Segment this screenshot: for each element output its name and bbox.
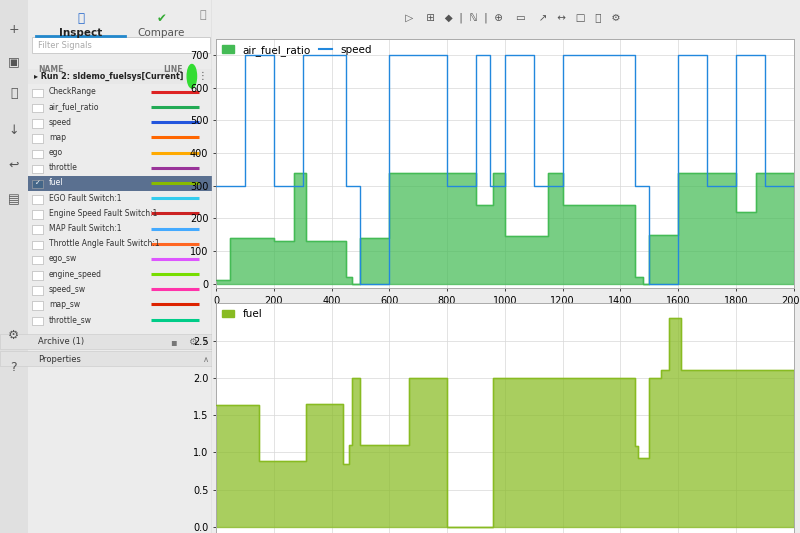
Text: 〈: 〈 <box>199 10 206 20</box>
Text: Archive (1): Archive (1) <box>38 337 84 346</box>
Text: ⬛: ⬛ <box>10 87 18 100</box>
Text: Engine Speed Fault Switch:​1: Engine Speed Fault Switch:​1 <box>49 209 157 218</box>
Text: CheckRange: CheckRange <box>49 87 97 96</box>
Text: ∧: ∧ <box>202 355 209 364</box>
Text: ▣: ▣ <box>8 55 20 68</box>
Text: 🔍: 🔍 <box>77 12 84 25</box>
Text: speed_sw: speed_sw <box>49 285 86 294</box>
Text: ▤: ▤ <box>8 193 20 206</box>
Text: ego_sw: ego_sw <box>49 254 77 263</box>
Bar <box>32 211 43 219</box>
Text: ▪: ▪ <box>170 337 177 346</box>
Legend: air_fuel_ratio, speed: air_fuel_ratio, speed <box>218 42 374 59</box>
Text: MAP Fault Switch:1: MAP Fault Switch:1 <box>49 224 122 233</box>
Text: speed: speed <box>49 118 72 127</box>
Text: fuel: fuel <box>49 179 63 188</box>
Text: EGO Fault Switch:1: EGO Fault Switch:1 <box>49 193 122 203</box>
Bar <box>32 256 43 264</box>
Bar <box>0 351 212 366</box>
Bar <box>27 176 212 191</box>
Text: map_sw: map_sw <box>49 300 80 309</box>
Text: ▸ Run 2: sldemo_fuelsys[Current]: ▸ Run 2: sldemo_fuelsys[Current] <box>34 71 183 81</box>
Bar <box>32 271 43 279</box>
Text: Properties: Properties <box>38 355 81 364</box>
Text: map: map <box>49 133 66 142</box>
Text: engine_speed: engine_speed <box>49 270 102 279</box>
Text: ego: ego <box>49 148 63 157</box>
Text: LINE: LINE <box>163 65 182 74</box>
Bar <box>32 195 43 204</box>
Bar <box>0 0 27 533</box>
Bar <box>32 119 43 128</box>
Text: ⋮: ⋮ <box>198 71 207 81</box>
Bar <box>32 134 43 143</box>
Text: Compare: Compare <box>138 28 185 38</box>
Text: Filter Signals: Filter Signals <box>38 41 92 50</box>
Text: ∧: ∧ <box>202 337 209 346</box>
Text: ?: ? <box>10 361 17 374</box>
Bar <box>32 180 43 189</box>
Circle shape <box>187 64 197 88</box>
Text: ⚙: ⚙ <box>189 337 198 346</box>
Text: ↩: ↩ <box>9 159 19 172</box>
Text: Inspect: Inspect <box>59 28 102 38</box>
Bar <box>32 37 210 53</box>
Bar <box>32 104 43 112</box>
Text: throttle: throttle <box>49 163 78 172</box>
Bar <box>32 286 43 295</box>
Text: ▷    ⊞   ◆  |  ℕ  |  ⊕    ▭    ↗   ↔   □   📷   ⚙: ▷ ⊞ ◆ | ℕ | ⊕ ▭ ↗ ↔ □ 📷 ⚙ <box>389 13 621 23</box>
Legend: fuel: fuel <box>218 306 266 322</box>
Text: ⚙: ⚙ <box>8 329 19 342</box>
Text: +: + <box>9 23 19 36</box>
Text: Throttle Angle Fault Switch:​1: Throttle Angle Fault Switch:​1 <box>49 239 159 248</box>
Bar <box>32 317 43 325</box>
Text: ✔: ✔ <box>156 12 166 25</box>
Text: ↓: ↓ <box>9 124 19 137</box>
Bar <box>32 225 43 234</box>
Text: air_fuel_ratio: air_fuel_ratio <box>49 102 99 111</box>
Bar <box>32 241 43 249</box>
Text: ✓: ✓ <box>34 180 41 186</box>
Text: throttle_sw: throttle_sw <box>49 315 92 324</box>
Bar <box>32 165 43 173</box>
Bar <box>27 69 212 84</box>
Text: NAME: NAME <box>38 65 63 74</box>
Bar <box>32 149 43 158</box>
Bar <box>32 302 43 310</box>
Bar <box>0 334 212 349</box>
Bar <box>32 88 43 97</box>
